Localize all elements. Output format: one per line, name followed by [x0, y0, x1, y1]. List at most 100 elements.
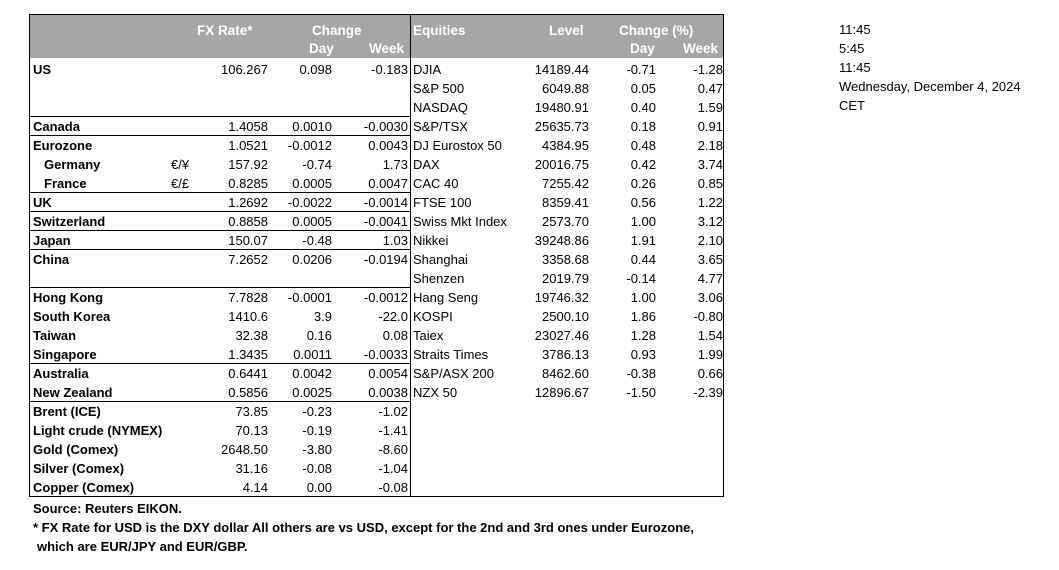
equity-day-change: 0.05	[630, 81, 656, 96]
fx-rate-value: 7.2652	[228, 252, 268, 267]
equity-week-change: 0.47	[697, 81, 723, 96]
equity-day-change: 0.18	[630, 119, 656, 134]
fx-week-change: -0.183	[371, 62, 408, 77]
fx-rate-value: 73.85	[235, 404, 268, 419]
group-separator	[30, 249, 410, 250]
fx-week-change: 0.0047	[368, 176, 408, 191]
fx-day-change: -0.74	[302, 157, 332, 172]
fx-day-change: 0.0010	[292, 119, 332, 134]
equity-week-change: 2.10	[697, 233, 723, 248]
equity-level: 20016.75	[534, 157, 589, 172]
fx-day-change: -0.08	[302, 461, 332, 476]
fx-day-change	[270, 269, 332, 288]
equity-level: 2573.70	[542, 214, 589, 229]
equity-week-change: 1.22	[697, 195, 723, 210]
fx-rate-value	[200, 98, 268, 117]
fx-row-symbol: €/£	[171, 176, 190, 191]
equity-level: 19746.32	[534, 290, 589, 305]
fx-rate-value: 1.2692	[228, 195, 268, 210]
fx-row-name: Brent (ICE)	[33, 404, 101, 419]
fx-week-change	[335, 79, 408, 98]
group-separator	[30, 116, 410, 117]
equities-header: Equities	[413, 23, 466, 38]
equity-level: 14189.44	[534, 62, 589, 77]
equity-day-change: 1.86	[630, 309, 656, 324]
fx-day-change: -0.19	[302, 423, 332, 438]
equity-day-change: 1.91	[630, 233, 656, 248]
fx-rate-value: 7.7828	[228, 290, 268, 305]
fx-day-change: 0.16	[306, 328, 332, 343]
equity-week-change: -1.28	[693, 62, 723, 77]
equity-level: 8359.41	[542, 195, 589, 210]
fx-week-change: -0.08	[378, 480, 408, 495]
equity-day-change: 0.48	[630, 138, 656, 153]
equity-week-change: 3.06	[697, 290, 723, 305]
fx-row-name: New Zealand	[33, 385, 113, 400]
equity-week-change: -2.39	[693, 385, 723, 400]
fx-day-change: -0.0012	[287, 138, 332, 153]
side-info-line: CET	[839, 98, 865, 113]
fx-row-name: Singapore	[33, 347, 97, 362]
equity-level: 3786.13	[542, 347, 589, 362]
fx-row-symbol: €/¥	[171, 157, 190, 172]
fx-day-change: 0.098	[299, 62, 332, 77]
fx-row-name: Hong Kong	[33, 290, 104, 305]
fx-week-change: -0.0033	[363, 347, 408, 362]
fx-rate-value: 2648.50	[221, 442, 268, 457]
equity-name: NZX 50	[413, 385, 458, 400]
fx-day-change: 3.9	[313, 309, 332, 324]
group-separator	[30, 135, 410, 136]
equity-level: 4384.95	[542, 138, 589, 153]
fx-row-name: Copper (Comex)	[33, 480, 135, 495]
equity-week-change: 4.77	[697, 271, 723, 286]
equity-day-change: 0.42	[630, 157, 656, 172]
equity-week-change: 1.59	[697, 100, 723, 115]
fx-day-change: -0.23	[302, 404, 332, 419]
week-header: Week	[369, 41, 405, 56]
equity-week-change: 1.99	[697, 347, 723, 362]
equity-level: 25635.73	[534, 119, 589, 134]
equity-level: 3358.68	[542, 252, 589, 267]
eq-day-header: Day	[630, 41, 655, 56]
fx-week-change: -1.41	[378, 423, 408, 438]
equity-week-change: 0.91	[697, 119, 723, 134]
equity-week-change: 2.18	[697, 138, 723, 153]
fx-week-change: 1.73	[382, 157, 408, 172]
fx-rate-value	[200, 269, 268, 288]
fx-day-change: -0.48	[302, 233, 332, 248]
eq-week-header: Week	[683, 41, 719, 56]
equity-week-change: 3.74	[697, 157, 723, 172]
equity-week-change: -0.80	[693, 309, 723, 324]
day-header: Day	[309, 41, 334, 56]
fx-day-change: 0.0025	[292, 385, 332, 400]
equity-name: Hang Seng	[413, 290, 479, 305]
market-data-table: FX Rate* Change Day Week Equities Level …	[29, 14, 724, 497]
equity-day-change: -0.14	[626, 271, 656, 286]
fx-rate-value: 70.13	[235, 423, 268, 438]
equity-name: KOSPI	[413, 309, 453, 324]
equity-level: 2500.10	[542, 309, 589, 324]
side-info-line: 5:45	[839, 41, 865, 56]
equity-name: Straits Times	[413, 347, 489, 362]
fx-row-name: Light crude (NYMEX)	[33, 423, 163, 438]
equity-day-change: -0.71	[626, 62, 656, 77]
fx-day-change: 0.0206	[292, 252, 332, 267]
equity-level: 2019.79	[542, 271, 589, 286]
equity-name: NASDAQ	[413, 100, 468, 115]
equity-week-change: 3.65	[697, 252, 723, 267]
group-separator	[30, 401, 410, 402]
change-header: Change	[312, 23, 362, 38]
group-separator	[30, 211, 410, 212]
fx-week-change: 0.0054	[368, 366, 408, 381]
fx-week-change: 0.08	[382, 328, 408, 343]
fx-rate-value: 1.3435	[228, 347, 268, 362]
fx-week-change: -1.02	[378, 404, 408, 419]
fx-week-change: -22.0	[378, 309, 408, 324]
fx-rate-value	[200, 79, 268, 98]
equity-week-change: 0.85	[697, 176, 723, 191]
side-info-line: 11:45	[839, 22, 871, 37]
fx-day-change: 0.0011	[293, 347, 332, 362]
level-header: Level	[549, 23, 584, 38]
equity-level: 6049.88	[542, 81, 589, 96]
fx-day-change: 0.00	[306, 480, 332, 495]
